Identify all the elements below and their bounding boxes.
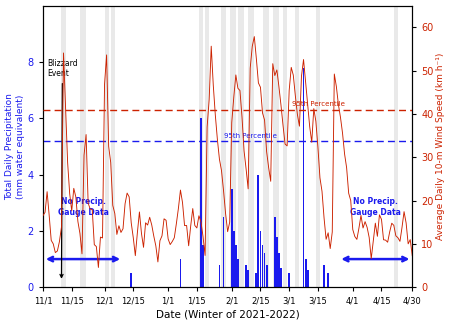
Bar (233, 231, 235, 287)
Text: 95th Percentile: 95th Percentile (292, 101, 345, 107)
Y-axis label: Average Daily 10-m Wind Speed (km h⁻¹): Average Daily 10-m Wind Speed (km h⁻¹) (437, 53, 446, 240)
Bar (288, 273, 290, 287)
Bar (303, 68, 304, 287)
Bar (199, 6, 203, 287)
Bar (295, 6, 299, 287)
Bar (258, 175, 259, 287)
Y-axis label: Total Daily Precipitation
(mm water equivalent): Total Daily Precipitation (mm water equi… (5, 93, 25, 200)
Bar (262, 6, 269, 287)
Bar (237, 259, 239, 287)
Bar (231, 188, 233, 287)
Bar (255, 273, 257, 287)
Bar (205, 6, 209, 287)
Text: No Precip.
Gauge Data: No Precip. Gauge Data (58, 197, 108, 217)
Bar (247, 270, 249, 287)
Bar (264, 254, 266, 287)
Bar (218, 265, 221, 287)
Bar (248, 6, 254, 287)
Bar (262, 245, 263, 287)
Bar (61, 6, 65, 287)
Bar (273, 6, 279, 287)
Bar (230, 6, 236, 287)
Text: 95th Percentile: 95th Percentile (224, 133, 276, 138)
Bar (327, 273, 329, 287)
Bar (245, 265, 247, 287)
Bar (223, 217, 225, 287)
Bar (394, 6, 398, 287)
Text: Blizzard
Event: Blizzard Event (47, 58, 78, 278)
X-axis label: Date (Winter of 2021-2022): Date (Winter of 2021-2022) (156, 309, 299, 319)
Text: No Precip.
Gauge Data: No Precip. Gauge Data (350, 197, 401, 217)
Bar (316, 6, 320, 287)
Bar (259, 231, 262, 287)
Bar (105, 6, 109, 287)
Bar (280, 267, 282, 287)
Bar (110, 6, 115, 287)
Bar (238, 6, 244, 287)
Bar (200, 118, 202, 287)
Bar (323, 265, 325, 287)
Bar (80, 6, 86, 287)
Bar (278, 254, 280, 287)
Bar (307, 270, 308, 287)
Bar (283, 6, 287, 287)
Bar (179, 259, 181, 287)
Bar (274, 217, 276, 287)
Bar (235, 245, 237, 287)
Bar (266, 265, 267, 287)
Bar (130, 273, 132, 287)
Bar (202, 245, 204, 287)
Bar (276, 237, 278, 287)
Bar (221, 6, 226, 287)
Bar (305, 259, 307, 287)
